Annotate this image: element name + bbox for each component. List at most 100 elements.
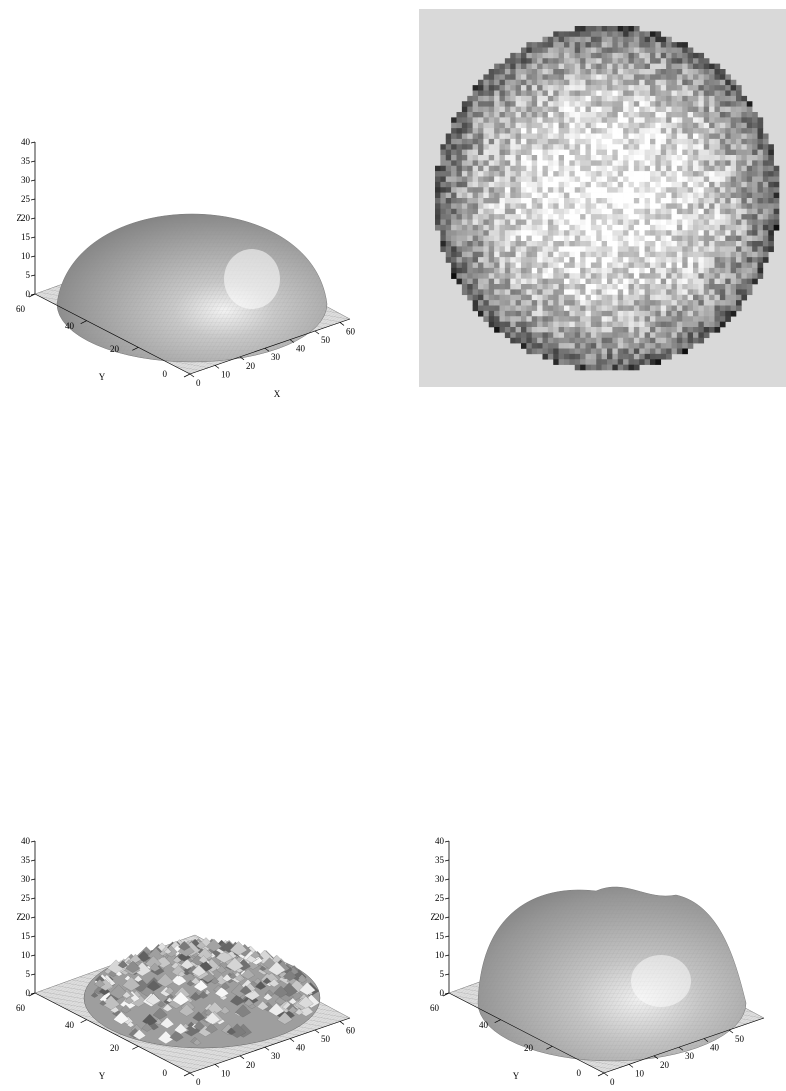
heatmap-cell: [585, 192, 592, 199]
heatmap-cell: [590, 138, 597, 145]
heatmap-cell: [601, 47, 608, 54]
heatmap-cell: [676, 294, 683, 301]
noisy-facet: [113, 1011, 130, 1025]
heatmap-cell: [461, 176, 468, 183]
heatmap-cell: [752, 251, 758, 258]
heatmap-cell: [499, 106, 506, 113]
heatmap-cell: [574, 235, 581, 242]
heatmap-cell: [687, 267, 694, 274]
heatmap-cell: [633, 284, 640, 290]
heatmap-cell: [639, 101, 645, 107]
heatmap-cell: [521, 90, 527, 97]
heatmap-cell: [725, 300, 731, 306]
heatmap-cell: [547, 176, 554, 183]
heatmap-cell: [440, 224, 447, 231]
heatmap-cell: [478, 203, 484, 210]
heatmap-cell: [671, 117, 678, 124]
heatmap-cell: [596, 359, 602, 365]
heatmap-cell: [628, 160, 635, 167]
heatmap-cell: [639, 165, 645, 172]
heatmap-cell: [461, 219, 468, 226]
heatmap-cell: [596, 364, 602, 371]
heatmap-cell: [499, 133, 506, 140]
heatmap-cell: [461, 101, 468, 107]
heatmap-cell: [499, 251, 506, 258]
heatmap-cell: [585, 31, 592, 38]
heatmap-cell: [596, 36, 602, 43]
heatmap-cell: [757, 160, 764, 167]
heatmap-cell: [510, 101, 516, 107]
heatmap-cell: [757, 122, 764, 129]
heatmap-cell: [644, 144, 651, 150]
z-tick-label: 15: [435, 931, 445, 941]
heatmap-cell: [612, 332, 619, 339]
heatmap-cell: [488, 95, 495, 102]
heatmap-cell: [666, 112, 672, 118]
heatmap-cell: [558, 42, 565, 48]
heatmap-cell: [746, 171, 753, 177]
heatmap-cell: [558, 343, 565, 349]
noisy-facet: [198, 991, 209, 999]
heatmap-cell: [451, 208, 457, 215]
heatmap-cell: [671, 90, 678, 97]
heatmap-cell: [644, 122, 651, 129]
heatmap-cell: [660, 246, 667, 253]
heatmap-cell: [628, 289, 635, 296]
heatmap-cell: [666, 47, 672, 54]
heatmap-cell: [515, 246, 522, 253]
heatmap-cell: [499, 208, 506, 215]
heatmap-cell: [617, 267, 624, 274]
heatmap-cell: [719, 251, 726, 258]
heatmap-cell: [574, 90, 581, 97]
heatmap-cell: [633, 149, 640, 156]
heatmap-cell: [504, 214, 511, 220]
heatmap-cell: [564, 348, 570, 355]
heatmap-cell: [703, 69, 710, 75]
heatmap-cell: [666, 327, 672, 333]
heatmap-cell: [693, 85, 699, 91]
heatmap-cell: [671, 251, 678, 258]
heatmap-cell: [542, 262, 549, 269]
heatmap-cell: [762, 149, 769, 156]
heatmap-cell: [472, 112, 479, 118]
heatmap-cell: [580, 343, 586, 349]
heatmap-cell: [709, 327, 715, 333]
heatmap-cell: [526, 262, 533, 269]
heatmap-cell: [574, 203, 581, 210]
heatmap-cell: [682, 165, 688, 172]
heatmap-cell: [752, 128, 758, 134]
x-tick: [314, 1029, 320, 1034]
heatmap-cell: [504, 241, 511, 247]
heatmap-cell: [617, 327, 624, 333]
heatmap-cell: [521, 305, 527, 312]
heatmap-cell: [499, 203, 506, 210]
heatmap-cell: [633, 171, 640, 177]
heatmap-cell: [741, 133, 748, 140]
heatmap-cell: [580, 176, 586, 183]
heatmap-cell: [682, 171, 688, 177]
heatmap-cell: [478, 267, 484, 274]
heatmap-cell: [478, 219, 484, 226]
heatmap-cell: [709, 241, 715, 247]
heatmap-cell: [709, 305, 715, 312]
heatmap-cell: [752, 246, 758, 253]
heatmap-cell: [494, 230, 500, 236]
heatmap-cell: [585, 235, 592, 242]
heatmap-cell: [531, 224, 538, 231]
heatmap-cell: [671, 235, 678, 242]
heatmap-cell: [655, 219, 662, 226]
heatmap-cell: [537, 90, 543, 97]
heatmap-cell: [590, 144, 597, 150]
heatmap-cell: [607, 284, 613, 290]
heatmap-cell: [483, 138, 490, 145]
z-tick: [30, 954, 36, 957]
heatmap-cell: [472, 235, 479, 242]
heatmap-cell: [730, 112, 737, 118]
heatmap-cell: [494, 294, 500, 301]
heatmap-cell: [596, 112, 602, 118]
heatmap-cell: [537, 74, 543, 81]
heatmap-cell: [762, 208, 769, 215]
heatmap-cell: [714, 214, 721, 220]
heatmap-cell: [714, 95, 721, 102]
heatmap-cell: [736, 144, 742, 150]
